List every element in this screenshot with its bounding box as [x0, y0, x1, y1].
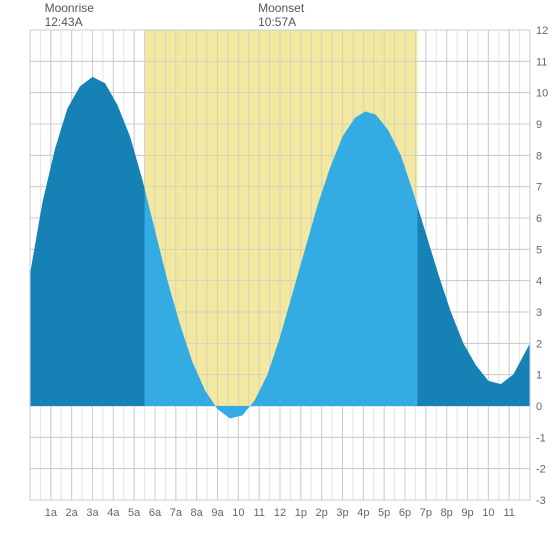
- x-tick-label: 6p: [399, 507, 411, 519]
- y-tick-label: 9: [536, 119, 542, 131]
- x-tick-label: 3p: [336, 507, 348, 519]
- moon-label-value: 10:57A: [258, 15, 296, 29]
- x-tick-label: 5a: [128, 507, 141, 519]
- moon-label-title: Moonrise: [45, 1, 95, 15]
- x-tick-label: 8p: [441, 507, 453, 519]
- x-tick-label: 4a: [107, 507, 120, 519]
- y-tick-label: 6: [536, 213, 542, 225]
- x-tick-label: 11: [503, 507, 514, 519]
- y-tick-label: 3: [536, 307, 542, 319]
- x-tick-label: 9p: [461, 507, 473, 519]
- y-tick-label: 7: [536, 182, 542, 194]
- x-tick-label: 2a: [66, 507, 79, 519]
- moon-label-value: 12:43A: [45, 15, 83, 29]
- x-tick-label: 12: [274, 507, 286, 519]
- x-tick-label: 8a: [191, 507, 204, 519]
- x-tick-label: 6a: [149, 507, 162, 519]
- x-tick-label: 4p: [357, 507, 369, 519]
- x-tick-label: 10: [232, 507, 244, 519]
- tide-chart-svg: 1a2a3a4a5a6a7a8a9a1011121p2p3p4p5p6p7p8p…: [0, 0, 550, 550]
- tide-chart: 1a2a3a4a5a6a7a8a9a1011121p2p3p4p5p6p7p8p…: [0, 0, 550, 550]
- y-tick-label: 1: [536, 370, 542, 382]
- y-tick-label: 4: [536, 276, 542, 288]
- x-tick-label: 2p: [316, 507, 328, 519]
- y-tick-label: -3: [536, 495, 546, 507]
- y-tick-label: 5: [536, 244, 542, 256]
- moon-label-title: Moonset: [258, 1, 305, 15]
- y-tick-label: 12: [536, 25, 548, 37]
- x-tick-label: 9a: [211, 507, 224, 519]
- y-tick-label: 8: [536, 150, 542, 162]
- x-tick-label: 5p: [378, 507, 390, 519]
- x-tick-label: 1a: [45, 507, 58, 519]
- y-tick-label: -2: [536, 464, 546, 476]
- x-tick-label: 3a: [86, 507, 99, 519]
- x-tick-label: 10: [482, 507, 494, 519]
- x-tick-label: 7p: [420, 507, 432, 519]
- y-tick-label: 10: [536, 88, 548, 100]
- x-tick-label: 7a: [170, 507, 183, 519]
- y-tick-label: 2: [536, 338, 542, 350]
- x-tick-label: 1p: [295, 507, 307, 519]
- y-tick-label: -1: [536, 432, 546, 444]
- y-tick-label: 0: [536, 401, 542, 413]
- x-tick-label: 11: [253, 507, 264, 519]
- y-tick-label: 11: [536, 56, 547, 68]
